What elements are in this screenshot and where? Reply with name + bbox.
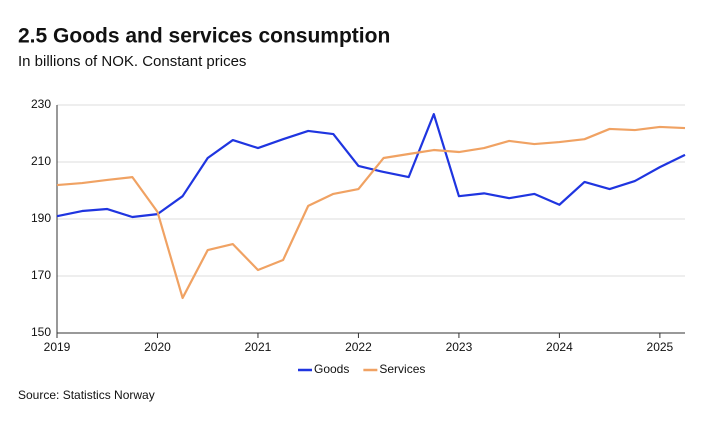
x-tick-label: 2019 <box>44 340 71 354</box>
x-tick-label: 2023 <box>446 340 473 354</box>
y-tick-label: 210 <box>31 154 51 168</box>
x-tick-label: 2020 <box>144 340 171 354</box>
x-tick-label: 2022 <box>345 340 372 354</box>
chart-subtitle: In billions of NOK. Constant prices <box>18 53 246 70</box>
source: Source: Statistics Norway <box>18 388 155 402</box>
y-tick-label: 150 <box>31 325 51 339</box>
y-tick-label: 170 <box>31 268 51 282</box>
series-line <box>56 125 686 300</box>
legend-label: Goods <box>314 362 349 376</box>
y-tick-label: 230 <box>31 97 51 111</box>
legend-label: Services <box>379 362 425 376</box>
chart-title: 2.5 Goods and services consumption <box>18 25 390 48</box>
x-tick-label: 2025 <box>647 340 674 354</box>
y-tick-label: 190 <box>31 211 51 225</box>
x-tick-label: 2024 <box>546 340 573 354</box>
series-line <box>56 113 686 219</box>
x-tick-label: 2021 <box>245 340 272 354</box>
